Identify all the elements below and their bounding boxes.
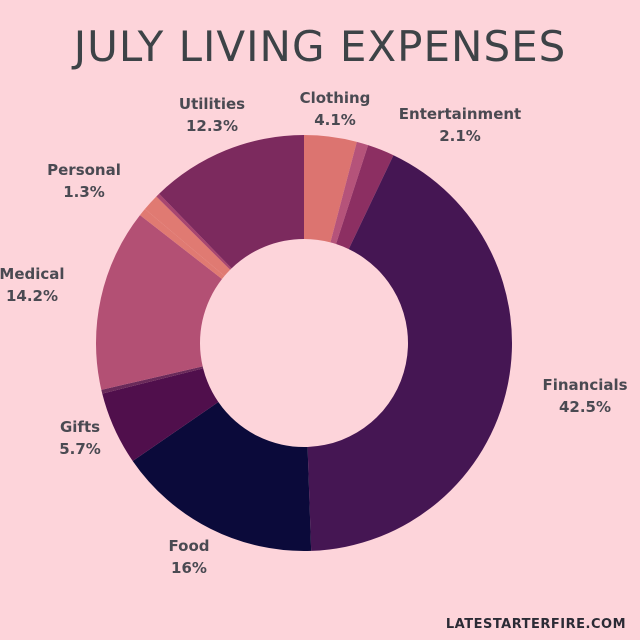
label-name-gifts: Gifts (59, 418, 101, 436)
label-value-utilities: 12.3% (185, 117, 239, 135)
slice-gifts (102, 368, 219, 461)
label-name-food: Food (168, 537, 210, 555)
label-clothing: Clothing 4.1% (300, 87, 371, 131)
label-entertainment: Entertainment 2.1% (399, 103, 521, 147)
slice-clothing (304, 135, 357, 243)
slice-medical (95, 215, 222, 390)
label-value-clothing: 4.1% (314, 111, 356, 129)
chart-title: JULY LIVING EXPENSES (73, 22, 567, 71)
label-name-financials: Financials (542, 376, 628, 394)
label-name-personal: Personal (47, 161, 121, 179)
label-name-clothing: Clothing (299, 89, 371, 107)
label-name-utilities: Utilities (178, 95, 246, 113)
slice-unlabeled-6 (101, 366, 204, 394)
label-utilities: Utilities 12.3% (179, 93, 245, 137)
label-gifts: Gifts 5.7% (59, 416, 101, 460)
slice-financials (307, 155, 513, 551)
label-value-food: 16% (171, 559, 207, 577)
label-value-medical: 14.2% (5, 287, 59, 305)
slice-unlabeled-1 (330, 141, 369, 245)
label-name-entertainment: Entertainment (398, 105, 522, 123)
label-name-medical: Medical (0, 265, 65, 283)
label-value-gifts: 5.7% (59, 440, 101, 458)
slice-unlabeled-8 (139, 208, 225, 280)
label-personal: Personal 1.3% (47, 159, 121, 203)
label-value-entertainment: 2.1% (439, 127, 481, 145)
slice-utilities (159, 135, 304, 269)
slice-food (132, 401, 312, 551)
site-url: LATESTARTERFIRE.COM (445, 617, 626, 632)
label-value-personal: 1.3% (63, 183, 105, 201)
slice-personal (144, 196, 231, 276)
label-financials: Financials 42.5% (542, 374, 627, 418)
label-value-financials: 42.5% (558, 398, 612, 416)
label-food: Food 16% (169, 535, 210, 579)
label-medical: Medical 14.2% (0, 263, 65, 307)
slice-entertainment (336, 145, 394, 250)
slice-unlabeled-10 (156, 193, 232, 270)
